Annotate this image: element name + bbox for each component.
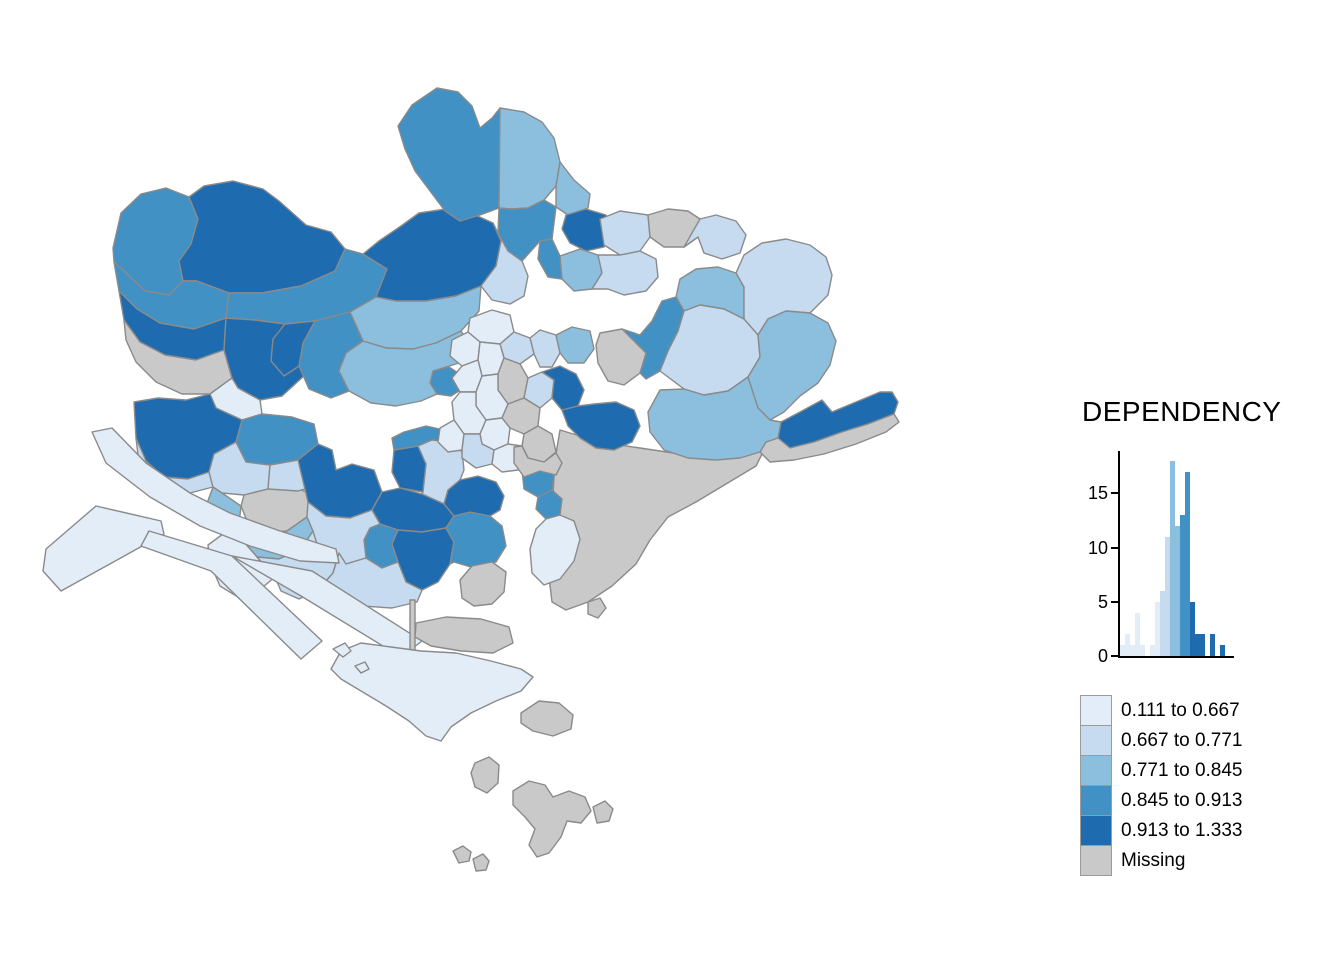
histogram-bar [1125,634,1130,656]
legend-swatch [1080,725,1112,756]
map-region [332,642,352,658]
map-region [595,328,647,386]
map-region [472,853,490,872]
legend-row: 0.771 to 0.845 [1080,755,1344,786]
histogram-bar [1150,645,1155,656]
map-region [397,87,501,222]
map-region [647,376,782,461]
legend-swatch [1080,815,1112,846]
legend-classes: 0.111 to 0.667 0.667 to 0.771 0.771 to 0.8… [1080,695,1344,876]
map-region [592,800,614,824]
map-region [354,661,370,674]
map-region [270,320,316,377]
histogram-bar [1160,590,1165,656]
map-region [759,413,900,463]
histogram: 0 5 10 15 [1080,448,1310,666]
histogram-bar [1180,514,1185,656]
histogram-bar [1165,536,1170,656]
histogram-bar [1135,612,1140,656]
map-region [91,427,340,564]
histogram-bar [1200,634,1205,656]
histogram-ytick-label: 5 [1097,591,1108,612]
legend-row: 0.111 to 0.667 [1080,695,1344,726]
legend-row: 0.667 to 0.771 [1080,725,1344,756]
map-region [391,527,455,591]
histogram-bar [1220,645,1225,656]
histogram-bar [1175,525,1180,656]
histogram-bar [1140,645,1145,656]
histogram-ytick-label: 10 [1087,537,1108,558]
legend-title: DEPENDENCY [1082,396,1282,427]
map-region [452,845,472,864]
legend-swatch [1080,695,1112,726]
histogram-bar [1190,601,1195,656]
map-region [520,700,574,737]
legend-row: 0.845 to 0.913 [1080,785,1344,816]
map-region [498,107,561,210]
legend-row: Missing [1080,845,1344,876]
histogram-x-axis [1118,656,1234,658]
choropleth-map [42,87,900,872]
histogram-bar [1195,634,1200,656]
histogram-bar [1155,601,1160,656]
map-region [529,514,581,586]
histogram-ytick [1111,655,1118,657]
histogram-bar [1120,645,1125,656]
map-region [414,616,514,654]
legend-class-label: 0.111 to 0.667 [1121,700,1240,721]
map-region [591,250,659,296]
map-region [587,597,607,619]
map-region [537,238,563,280]
legend-class-label: Missing [1121,850,1186,871]
map-region [445,511,507,569]
map-region [338,330,472,407]
legend-class-label: 0.913 to 1.333 [1121,820,1243,841]
histogram-ytick [1111,546,1118,549]
map-region [480,222,529,305]
map-region [443,475,505,517]
legend-class-label: 0.771 to 0.845 [1121,760,1243,781]
histogram-bars [1120,460,1225,656]
histogram-bar [1130,645,1135,656]
legend-panel: DEPENDENCY 0 5 10 15 0.111 to 0.667 0.667 to… [1080,396,1344,876]
histogram-ytick [1111,600,1118,603]
legend-class-label: 0.667 to 0.771 [1121,730,1243,751]
map-region [555,326,595,364]
legend-swatch [1080,785,1112,816]
map-region [513,445,563,478]
histogram-bar [1170,460,1175,656]
map-region [178,180,346,294]
legend-swatch [1080,845,1112,876]
map-region [512,780,592,858]
map-region [561,401,641,451]
map-region [409,599,416,653]
histogram-y-axis [1118,451,1120,658]
map-region [683,214,747,260]
map-region [470,756,500,794]
map-region [555,161,591,216]
map-region [599,210,651,256]
legend-row: 0.913 to 1.333 [1080,815,1344,846]
histogram-bar [1185,471,1190,656]
legend-swatch [1080,755,1112,786]
histogram-ytick [1111,492,1118,495]
legend-class-label: 0.845 to 0.913 [1121,790,1243,811]
histogram-ytick-label: 0 [1097,646,1108,666]
map-region [208,441,271,496]
map-region [42,505,165,592]
map-region [459,561,507,607]
map-region [330,642,534,742]
histogram-ytick-label: 15 [1087,483,1108,504]
histogram-bar [1210,634,1215,656]
